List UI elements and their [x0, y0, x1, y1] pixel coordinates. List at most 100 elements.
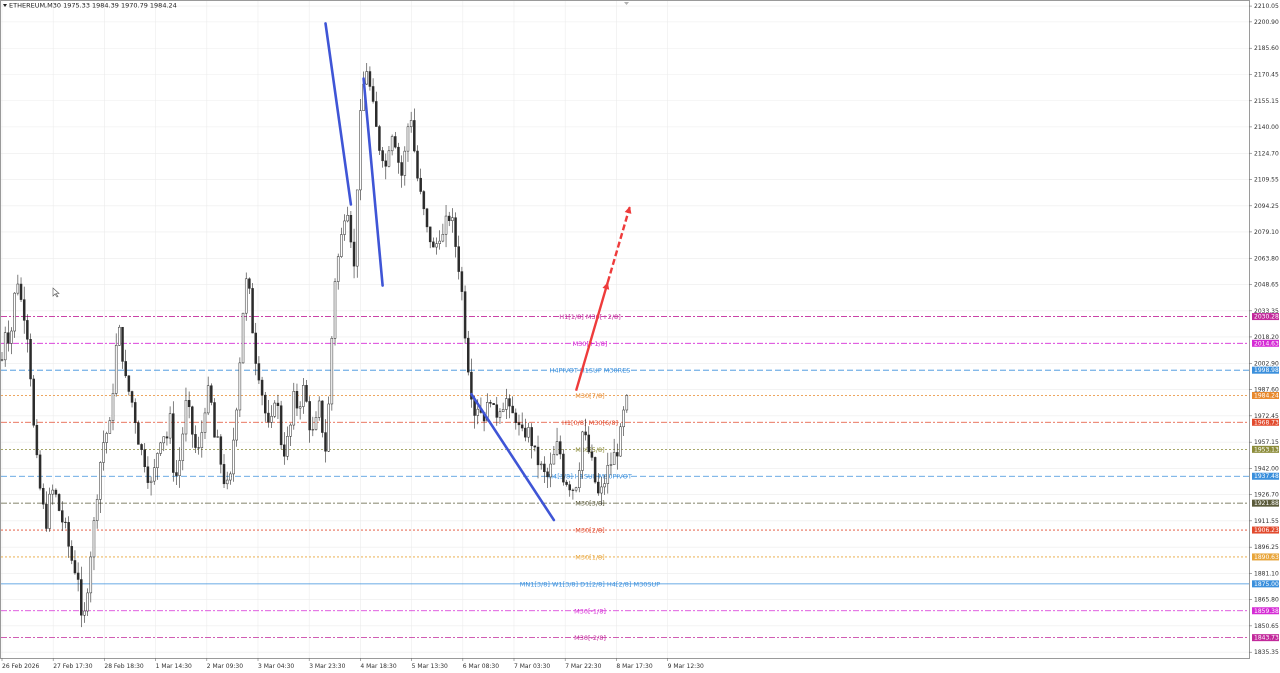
candle-body — [486, 402, 489, 422]
y-tick-label: 2094.25 — [1254, 203, 1279, 210]
price-tag-label: 1843.73 — [1254, 635, 1279, 642]
candle-body — [394, 136, 397, 148]
candle-body — [175, 472, 178, 476]
candle-body — [70, 546, 74, 561]
candle-body — [276, 402, 280, 406]
y-tick-label: 1865.80 — [1254, 597, 1279, 604]
candle-body — [32, 378, 35, 426]
candle-body — [384, 160, 388, 167]
candle-body — [365, 71, 368, 85]
trendline[interactable] — [470, 392, 556, 522]
candle-body — [92, 520, 96, 558]
candle-body — [520, 424, 524, 429]
y-tick-label: 2033.35 — [1254, 308, 1279, 315]
candle-body — [390, 136, 394, 152]
time-axis[interactable]: 26 Feb 2026 27 Feb 17:30 28 Feb 18:30 1 Mar… — [1, 658, 704, 670]
candle-body — [178, 460, 181, 476]
y-tick-label: 1972.45 — [1254, 413, 1279, 420]
candle-body — [168, 413, 172, 439]
y-tick-label: 2048.65 — [1254, 281, 1279, 288]
candle-body — [286, 436, 289, 457]
price-tag — [1252, 499, 1279, 507]
price-tag-label: 1921.88 — [1254, 500, 1279, 507]
candle-body — [108, 420, 112, 434]
trendline[interactable] — [362, 77, 384, 287]
forecast-arrowhead — [602, 282, 610, 290]
candle-body — [371, 86, 375, 102]
candle-body — [565, 481, 568, 485]
candle-body — [54, 489, 58, 495]
candle-body — [305, 385, 308, 402]
y-tick-label: 2124.70 — [1254, 150, 1279, 157]
forecast-line-solid — [574, 281, 609, 392]
candle-body — [64, 521, 67, 523]
candle-body — [587, 434, 591, 453]
trendlines[interactable] — [324, 22, 556, 522]
candle-body — [432, 241, 435, 248]
candle-body — [368, 71, 372, 87]
y-tick-label: 2002.90 — [1254, 360, 1279, 367]
candle-body — [593, 457, 597, 483]
y-tick-label: 1911.55 — [1254, 518, 1279, 525]
candle-body — [454, 217, 457, 247]
candle-body — [375, 101, 378, 127]
price-tag-label: 1937.48 — [1254, 473, 1279, 480]
candle-body — [45, 503, 48, 529]
candle-body — [460, 271, 464, 292]
candle-body — [489, 402, 492, 404]
candle-body — [295, 391, 299, 409]
price-axis[interactable]: 2210.05 2200.90 2185.60 2170.45 2155.15 2140.… — [1249, 3, 1279, 656]
candle-body — [505, 398, 508, 410]
candle-body — [80, 579, 83, 616]
level-label: H1[0/8] M30[6/8] — [562, 419, 618, 427]
plot-area[interactable] — [0, 0, 1250, 659]
trendline[interactable] — [324, 22, 353, 206]
candle-body — [89, 556, 93, 594]
candle-body — [552, 453, 556, 465]
candle-body — [349, 215, 353, 243]
candle-body — [238, 362, 242, 411]
candle-body — [118, 326, 121, 346]
candle-body — [324, 432, 327, 452]
candle-body — [86, 592, 89, 612]
y-tick-label: 1942.00 — [1254, 465, 1279, 472]
price-tag — [1252, 580, 1279, 588]
candle-body — [558, 441, 562, 455]
candle-body — [251, 288, 254, 334]
level-label: M30[3/8] — [575, 500, 604, 508]
level-label: M30[7/8] — [575, 392, 604, 400]
x-tick-label: 7 Mar 03:30 — [514, 663, 550, 670]
candle-body — [492, 403, 495, 405]
candle-body — [184, 400, 188, 435]
price-tag-label: 2014.63 — [1254, 340, 1279, 347]
candle-body — [165, 436, 169, 439]
price-tag — [1252, 445, 1279, 453]
x-tick-label: 6 Mar 08:30 — [463, 663, 499, 670]
level-label: M30[-1/8] — [574, 607, 606, 615]
candle-body — [200, 432, 204, 448]
candle-body — [260, 379, 264, 396]
y-tick-label: 2170.45 — [1254, 71, 1279, 78]
candle-body — [0, 359, 4, 361]
candle-body — [355, 189, 359, 267]
x-tick-label: 3 Mar 04:30 — [258, 663, 294, 670]
shift-marker-icon[interactable] — [624, 2, 629, 5]
y-tick-label: 2109.55 — [1254, 176, 1279, 183]
x-tick-label: 26 Feb 2026 — [2, 663, 40, 670]
price-tags: 2030.28 2014.63 1998.98 1984.24 1968.73 1953.… — [1252, 313, 1279, 642]
candle-body — [470, 371, 473, 400]
chart-header: ETHEREUM,M30 1975.33 1984.39 1970.79 198… — [3, 2, 177, 10]
candle-body — [210, 385, 213, 403]
candle-body — [476, 408, 480, 416]
x-tick-label: 9 Mar 12:30 — [668, 663, 704, 670]
forecast-arrowhead — [624, 206, 632, 214]
candle-body — [397, 146, 400, 163]
candle-body — [267, 412, 270, 423]
candle-body — [76, 572, 80, 580]
collapse-triangle-icon[interactable] — [3, 4, 7, 7]
candle-body — [597, 481, 600, 494]
candle-body — [457, 246, 460, 272]
candle-body — [574, 487, 578, 491]
candle-body — [264, 394, 267, 414]
